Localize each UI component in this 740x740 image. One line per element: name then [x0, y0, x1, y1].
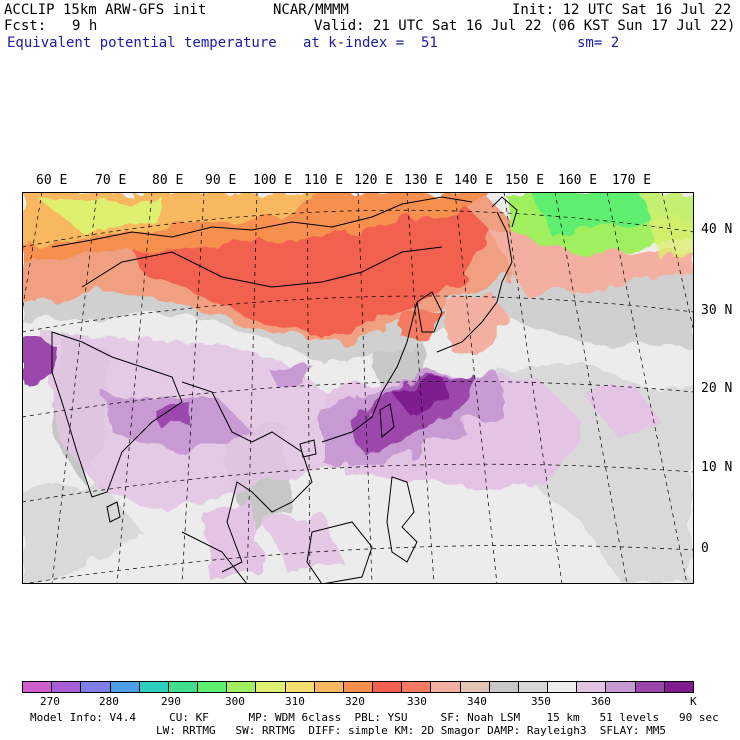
footer-model-info: Model Info: V4.4 CU: KF MP: WDM 6class P… [30, 711, 719, 724]
model-title: ACCLIP 15km ARW-GFS init [4, 2, 207, 18]
colorbar-swatch [227, 682, 257, 692]
level-label: at k-index = 51 [303, 35, 438, 51]
colorbar-unit: K [690, 695, 697, 708]
lon-label: 120 E [354, 173, 394, 188]
colorbar-tick: 350 [531, 695, 551, 708]
colorbar-swatch [664, 682, 693, 692]
lon-label: 110 E [304, 173, 344, 188]
lon-label: 60 E [36, 173, 68, 188]
colorbar-swatch [548, 682, 578, 692]
colorbar-tick: 280 [99, 695, 119, 708]
colorbar-swatch [489, 682, 519, 692]
colorbar-tick: 360 [591, 695, 611, 708]
lon-label: 130 E [404, 173, 444, 188]
colorbar-swatch [343, 682, 374, 692]
colorbar-swatch [373, 682, 403, 692]
field-name: Equivalent potential temperature [7, 35, 277, 51]
colorbar-tick: 300 [225, 695, 245, 708]
init-time: Init: 12 UTC Sat 16 Jul 22 [512, 2, 732, 18]
lat-label: 30 N [701, 303, 733, 318]
colorbar [22, 681, 694, 693]
colorbar-swatch [168, 682, 199, 692]
colorbar-swatch [110, 682, 140, 692]
map-frame [22, 192, 694, 584]
colorbar-tick: 330 [407, 695, 427, 708]
colorbar-swatch [314, 682, 344, 692]
smoothing-label: sm= 2 [577, 35, 620, 51]
lon-label: 100 E [253, 173, 293, 188]
colorbar-swatch [81, 682, 111, 692]
colorbar-swatch [256, 682, 286, 692]
valid-time: Valid: 21 UTC Sat 16 Jul 22 (06 KST Sun … [314, 18, 736, 34]
lon-label: 140 E [454, 173, 494, 188]
theta-e-field [22, 192, 694, 584]
coastlines [51, 196, 518, 584]
colorbar-swatch [518, 682, 549, 692]
colorbar-swatch [460, 682, 490, 692]
contour-fill [22, 192, 694, 584]
lat-label: 10 N [701, 460, 733, 475]
footer-physics-info: LW: RRTMG SW: RRTMG DIFF: simple KM: 2D … [156, 724, 666, 737]
lon-label: 170 E [612, 173, 652, 188]
colorbar-swatch [139, 682, 169, 692]
colorbar-swatch [402, 682, 432, 692]
map-panel [22, 192, 694, 584]
lon-label: 80 E [152, 173, 184, 188]
lat-label: 40 N [701, 222, 733, 237]
colorbar-swatch [606, 682, 636, 692]
colorbar-swatch [285, 682, 315, 692]
colorbar-swatch [431, 682, 461, 692]
lon-label: 160 E [558, 173, 598, 188]
lon-label: 90 E [205, 173, 237, 188]
center-label: NCAR/MMMM [273, 2, 349, 18]
colorbar-tick: 290 [161, 695, 181, 708]
colorbar-swatch [23, 682, 53, 692]
colorbar-swatch [635, 682, 665, 692]
colorbar-swatch [52, 682, 82, 692]
colorbar-tick: 310 [285, 695, 305, 708]
fcst-label: Fcst: [4, 18, 47, 34]
lat-label: 20 N [701, 381, 733, 396]
lon-label: 150 E [505, 173, 545, 188]
fcst-value: 9 h [72, 18, 98, 34]
colorbar-swatch [577, 682, 607, 692]
colorbar-tick: 340 [467, 695, 487, 708]
lon-label: 70 E [95, 173, 127, 188]
colorbar-tick: 320 [345, 695, 365, 708]
colorbar-swatch [198, 682, 228, 692]
colorbar-tick: 270 [40, 695, 60, 708]
lat-label: 0 [701, 541, 709, 556]
